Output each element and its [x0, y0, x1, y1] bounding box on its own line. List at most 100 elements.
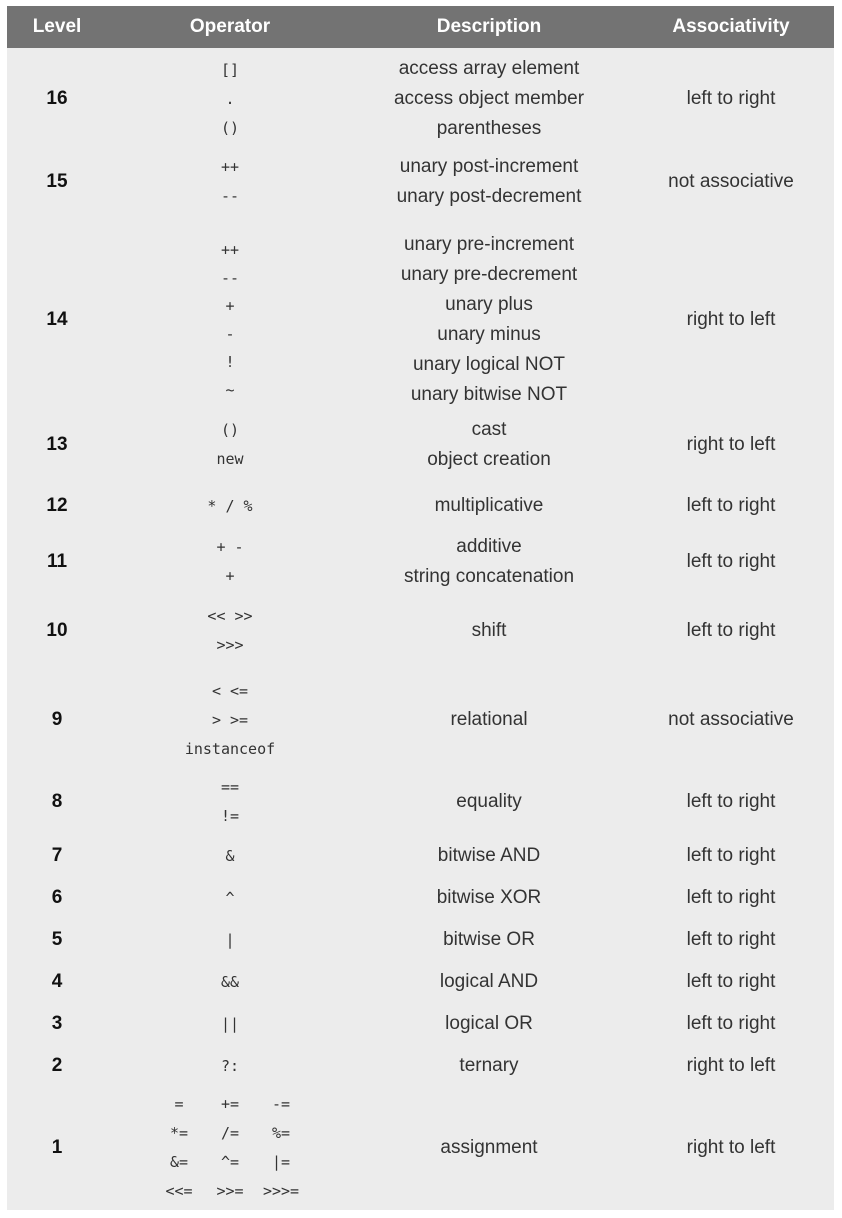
operator-symbol: >>= — [216, 1182, 244, 1200]
description-text: assignment — [440, 1137, 538, 1158]
table-row: 15 ++ -- unary post-increment unary post-dec… — [7, 149, 834, 215]
operator-symbol: ~ — [225, 381, 235, 399]
operator-symbol: [] — [220, 60, 240, 79]
description-text: object creation — [427, 449, 551, 470]
table-row: 10 << >> >>> shift left to right — [7, 596, 834, 666]
description-text: unary bitwise NOT — [410, 384, 568, 405]
operator-symbol: + — [225, 567, 235, 585]
table-header: Level Operator Description Associativity — [7, 6, 834, 48]
table-row: 5 | bitwise OR left to right — [7, 920, 834, 960]
operator-symbol: != — [220, 806, 240, 825]
table-row: 9 < <= > >= instanceof relational not associa… — [7, 669, 834, 771]
associativity-value: left to right — [686, 551, 776, 572]
associativity-value: left to right — [686, 929, 776, 950]
description-text: unary post-increment — [399, 156, 579, 177]
table-row: 6 ^ bitwise XOR left to right — [7, 878, 834, 918]
operator-symbol: * / % — [207, 496, 253, 515]
operator-symbol: %= — [271, 1124, 291, 1142]
operator-symbol: == — [220, 777, 240, 796]
level-value: 15 — [46, 171, 68, 192]
level-value: 13 — [46, 434, 68, 455]
description-text: access object member — [393, 88, 585, 109]
associativity-value: right to left — [686, 1055, 776, 1076]
level-value: 7 — [51, 845, 63, 866]
operator-symbol: () — [220, 421, 240, 439]
level-value: 14 — [46, 309, 68, 330]
operator-symbol: < <= — [211, 681, 249, 700]
operator-symbol: <<= — [165, 1182, 193, 1200]
operator-symbol: ^= — [220, 1153, 240, 1171]
operator-symbol: instanceof — [184, 739, 276, 758]
operator-symbol: + - — [216, 538, 244, 556]
description-text: string concatenation — [403, 566, 575, 587]
description-text: shift — [471, 620, 507, 641]
table-row: 16 []. () access array element access object… — [7, 51, 834, 147]
operator-symbol: new — [216, 450, 244, 468]
level-value: 10 — [46, 620, 68, 641]
operator-symbol: () — [220, 118, 240, 137]
operator-symbol: | — [225, 930, 235, 949]
description-text: unary pre-decrement — [400, 264, 578, 285]
table-row: 14 ++ -- + -! ~ unary pre-increment unary pre-d… — [7, 216, 834, 424]
table-row: 13 () new cast object creation right to left — [7, 414, 834, 476]
table-row: 7 & bitwise AND left to right — [7, 836, 834, 876]
associativity-value: right to left — [686, 309, 776, 330]
description-text: unary logical NOT — [412, 354, 566, 375]
assignment-operators-grid: = += -= *= /= %= &= ^= |= <<= >>= >>>= — [158, 1090, 302, 1206]
operator-symbol: ?: — [220, 1056, 240, 1075]
operator-symbol: /= — [220, 1124, 240, 1142]
table-row: 8 == != equality left to right — [7, 769, 834, 834]
description-text: bitwise XOR — [436, 887, 542, 908]
associativity-value: not associative — [668, 171, 794, 192]
description-text: ternary — [459, 1055, 519, 1076]
table-row: 1 = += -= *= /= %= &= ^= |= <<= >>= >>>= assignment ri… — [7, 1088, 834, 1208]
operator-symbol: ! — [225, 353, 235, 371]
header-associativity: Associativity — [672, 16, 790, 37]
description-text: equality — [456, 790, 522, 812]
level-value: 3 — [51, 1013, 63, 1034]
operator-symbol: + — [225, 297, 235, 315]
operator-symbol: > >= — [211, 710, 249, 729]
associativity-value: left to right — [686, 495, 776, 516]
operator-symbol: >>>= — [262, 1182, 300, 1200]
table-row: 12 * / % multiplicative left to right — [7, 481, 834, 531]
level-value: 1 — [51, 1137, 63, 1158]
operator-symbol: . — [225, 89, 235, 108]
operator-symbol: |= — [271, 1153, 291, 1171]
operator-symbol: -- — [220, 269, 240, 287]
header-level: Level — [32, 16, 82, 37]
header-description: Description — [436, 16, 542, 37]
level-value: 9 — [51, 709, 63, 730]
level-value: 12 — [46, 495, 68, 516]
description-text: unary plus — [445, 294, 533, 315]
associativity-value: left to right — [686, 790, 776, 812]
table-row: 11 + - + additive string concatenation left t… — [7, 531, 834, 593]
level-value: 16 — [46, 88, 68, 109]
operator-symbol: *= — [169, 1124, 189, 1142]
operator-symbol: -- — [220, 187, 240, 205]
description-text: bitwise OR — [443, 929, 535, 950]
associativity-value: left to right — [686, 845, 776, 866]
operator-precedence-table: Level Operator Description Associativity… — [7, 6, 834, 1210]
level-value: 8 — [51, 790, 63, 812]
operator-symbol: ++ — [220, 241, 240, 259]
description-text: logical AND — [439, 971, 539, 992]
associativity-value: left to right — [686, 88, 776, 109]
description-text: logical OR — [445, 1013, 533, 1034]
description-text: additive — [456, 536, 522, 557]
associativity-value: not associative — [668, 709, 794, 730]
associativity-value: left to right — [686, 887, 776, 908]
associativity-value: left to right — [686, 1013, 776, 1034]
operator-symbol: << >> — [207, 607, 253, 625]
operator-symbol: || — [220, 1014, 240, 1033]
operator-symbol: -= — [271, 1095, 291, 1113]
table-row: 4 && logical AND left to right — [7, 962, 834, 1002]
table-row: 3 || logical OR left to right — [7, 1004, 834, 1044]
operator-symbol: ++ — [220, 158, 240, 176]
associativity-value: right to left — [686, 434, 776, 455]
description-text: multiplicative — [434, 495, 544, 516]
operator-symbol: &= — [169, 1153, 189, 1171]
operator-symbol: = — [174, 1095, 184, 1113]
operator-symbol: += — [220, 1095, 240, 1113]
level-value: 5 — [51, 929, 63, 950]
